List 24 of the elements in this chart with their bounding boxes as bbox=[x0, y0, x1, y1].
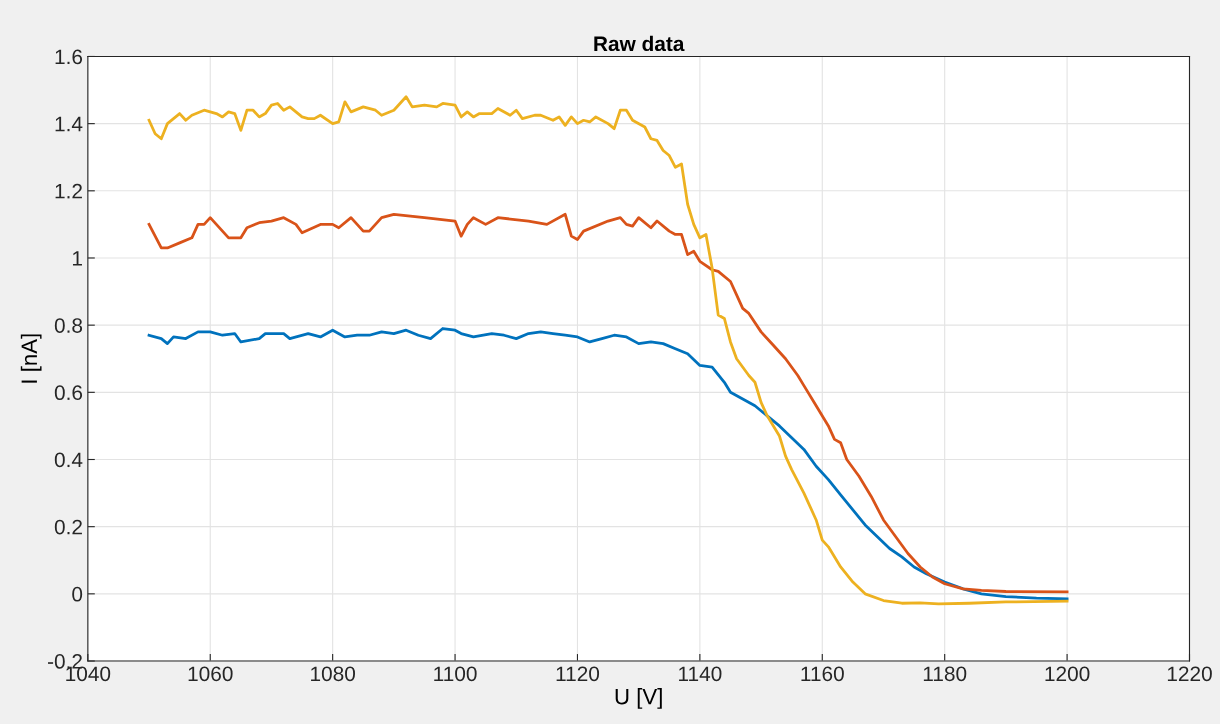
y-tick-label: 1 bbox=[72, 251, 82, 266]
y-tick-label: 0.6 bbox=[54, 385, 83, 401]
y-tick-label: 1.4 bbox=[55, 116, 83, 132]
x-tick-label: 1060 bbox=[188, 666, 233, 682]
y-tick-label: 1.6 bbox=[55, 49, 83, 65]
y-tick-label: 0.2 bbox=[54, 519, 82, 535]
x-tick-label: 1220 bbox=[1167, 666, 1212, 682]
y-tick-label: 0.8 bbox=[54, 318, 83, 333]
y-axis-title: I [nA] bbox=[20, 334, 42, 383]
y-tick-label: 0.4 bbox=[54, 452, 83, 468]
x-tick-label: 1120 bbox=[556, 666, 600, 682]
x-tick-label: 1100 bbox=[434, 666, 477, 682]
x-axis-title: U [V] bbox=[615, 688, 662, 709]
x-tick-label: 1180 bbox=[923, 666, 967, 682]
x-tick-label: 1200 bbox=[1045, 666, 1090, 682]
line-series bbox=[147, 212, 1069, 594]
x-tick-label: 1080 bbox=[311, 666, 356, 682]
line-series bbox=[147, 95, 1069, 606]
chart-title: Raw data bbox=[594, 35, 685, 52]
line-series bbox=[147, 327, 1069, 601]
x-tick-label: 1140 bbox=[679, 666, 722, 682]
y-tick-label: 1.2 bbox=[55, 183, 82, 199]
x-tick-label: 1160 bbox=[801, 666, 844, 682]
y-tick-label: 0 bbox=[72, 586, 83, 602]
